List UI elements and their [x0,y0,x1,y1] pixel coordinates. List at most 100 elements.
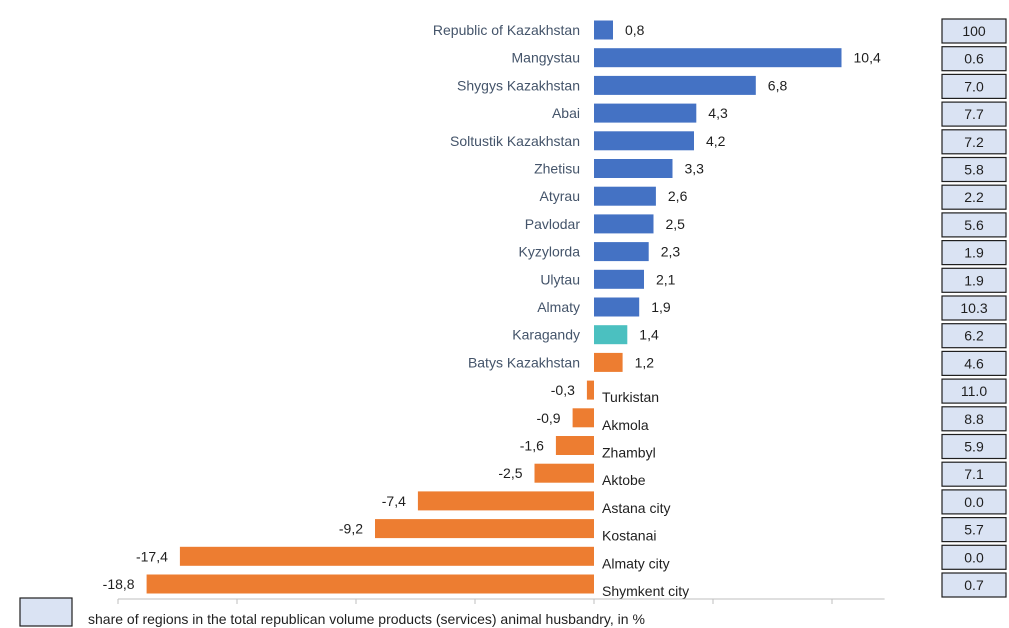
value-label-3: 4,3 [708,105,728,121]
bar-11 [594,325,628,345]
share-box-15 [941,433,1007,460]
share-value-16: 7.1 [964,466,984,482]
share-box-13 [941,378,1007,404]
bar-17 [417,491,594,511]
bar-3 [594,103,697,123]
share-value-4: 7.2 [964,134,984,150]
value-label-8: 2,3 [661,244,681,260]
bar-10 [594,297,640,317]
bar-2 [594,75,756,95]
share-box-16 [941,461,1007,487]
region-label-9: Ulytau [540,271,580,287]
bar-14 [572,408,594,428]
region-label-1: Mangystau [512,50,580,66]
share-box-9 [941,267,1007,293]
value-label-9: 2,1 [656,271,676,287]
value-labels-layer: 0,8 10,4 6,8 4,3 4,23,3 2,6 2,5 2,3 2,1 1,9 1,4 1,2… [103,22,881,592]
share-boxes-layer: 100 0.6 7.0 7.7 7.2 5.8 2.2 5.6 1.9 1.9 10.3 6.2 4.6… [941,18,1007,598]
region-label-4: Soltustik Kazakhstan [450,133,580,149]
region-label-19: Almaty city [602,555,670,571]
share-value-9: 1.9 [964,272,984,288]
share-box-0 [941,18,1007,44]
share-value-19: 0.0 [964,549,984,565]
bar-0 [594,20,613,40]
value-label-12: 1,2 [635,354,655,370]
legend-swatch [19,597,73,627]
region-label-2: Shygys Kazakhstan [457,77,580,93]
bar-6 [594,186,656,206]
share-value-17: 0.0 [964,494,984,510]
bar-19 [179,546,594,566]
region-labels-layer: Republic of Kazakhstan Mangystau Shygys Ka… [433,22,689,599]
share-box-4 [941,129,1007,155]
share-value-14: 8.8 [964,411,984,427]
share-value-8: 1.9 [964,245,984,261]
share-box-2 [941,73,1007,100]
share-box-10 [941,295,1007,321]
bar-7 [594,214,654,234]
value-label-4: 4,2 [706,133,726,149]
share-box-12 [941,350,1007,376]
value-label-14: -0,9 [536,410,560,426]
bar-18 [375,519,594,539]
x-axis [117,598,885,604]
share-box-18 [941,516,1007,543]
value-label-7: 2,5 [666,216,686,232]
share-value-15: 5.9 [964,439,984,455]
bar-1 [594,48,842,68]
share-value-18: 5.7 [964,522,984,538]
region-label-7: Pavlodar [525,216,581,232]
value-label-13: -0,3 [551,382,575,398]
value-label-16: -2,5 [498,465,522,481]
region-label-14: Akmola [602,417,649,433]
bar-4 [594,131,694,151]
share-box-17 [941,489,1007,515]
share-value-13: 11.0 [961,383,987,399]
bar-5 [594,159,673,178]
region-label-8: Kyzylorda [519,244,581,260]
bar-16 [534,463,594,483]
share-box-1 [941,46,1007,72]
share-value-5: 5.8 [964,162,984,178]
region-label-0: Republic of Kazakhstan [433,22,580,38]
value-label-2: 6,8 [768,77,788,93]
share-box-19 [941,544,1007,570]
share-box-11 [941,323,1007,349]
share-value-12: 4.6 [964,355,984,371]
bar-20 [146,574,594,594]
share-value-1: 0.6 [964,51,984,67]
share-value-2: 7.0 [964,78,984,94]
region-label-16: Aktobe [602,472,646,488]
legend: share of regions in the total republican… [19,597,645,627]
share-value-11: 6.2 [964,328,984,344]
share-box-8 [941,240,1007,266]
region-label-11: Karagandy [512,327,580,343]
region-label-6: Atyrau [540,188,580,204]
region-label-18: Kostanai [602,528,656,544]
region-label-13: Turkistan [602,389,659,405]
region-label-5: Zhetisu [534,161,580,177]
bar-12 [594,352,623,372]
region-label-3: Abai [552,105,580,121]
value-label-18: -9,2 [339,521,363,537]
region-label-12: Batys Kazakhstan [468,354,580,370]
share-box-6 [941,184,1007,210]
value-label-19: -17,4 [136,548,168,564]
region-label-17: Astana city [602,500,670,516]
value-label-5: 3,3 [685,161,705,177]
bars-layer [146,20,842,594]
share-box-14 [941,406,1007,432]
share-value-3: 7.7 [964,106,984,122]
value-label-0: 0,8 [625,22,645,38]
share-value-0: 100 [962,23,986,39]
bar-13 [586,380,594,400]
value-label-10: 1,9 [651,299,671,315]
share-value-10: 10.3 [960,300,987,316]
share-value-7: 5.6 [964,217,984,233]
bar-8 [594,242,649,262]
share-box-5 [941,156,1007,183]
region-label-15: Zhambyl [602,445,656,461]
value-label-6: 2,6 [668,188,688,204]
value-label-1: 10,4 [854,50,881,66]
share-value-20: 0.7 [964,577,984,593]
